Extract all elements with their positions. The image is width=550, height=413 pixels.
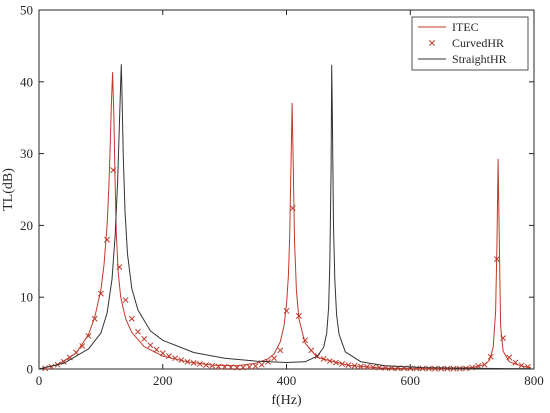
data-point-marker: [184, 358, 191, 365]
series-StraightHR: [40, 64, 531, 370]
data-point-marker: [283, 307, 290, 314]
data-point-marker: [48, 363, 55, 370]
data-point-marker: [351, 362, 358, 369]
data-point-marker: [438, 365, 445, 372]
data-point-marker: [128, 315, 135, 322]
data-point-marker: [110, 167, 117, 174]
legend-label: ITEC: [452, 20, 479, 34]
series-layer: [40, 64, 531, 372]
data-point-marker: [308, 347, 315, 354]
data-point-marker: [203, 362, 210, 369]
x-tick-label: 0: [36, 373, 43, 388]
data-point-marker: [487, 353, 494, 360]
data-point-marker: [141, 335, 148, 342]
y-axis-label: TL(dB): [1, 168, 16, 211]
data-point-marker: [271, 355, 278, 362]
data-point-marker: [240, 364, 247, 371]
x-tick-label: 600: [401, 373, 421, 388]
data-point-marker: [289, 205, 296, 212]
data-point-marker: [425, 365, 432, 372]
data-point-marker: [481, 361, 488, 368]
data-point-marker: [333, 359, 339, 366]
data-point-marker: [444, 365, 451, 372]
x-axis-label: f(Hz): [271, 393, 302, 408]
data-point-marker: [91, 315, 98, 322]
x-tick-label: 400: [277, 373, 297, 388]
data-point-marker: [493, 256, 500, 263]
data-point-marker: [196, 361, 203, 367]
data-point-marker: [178, 357, 185, 363]
data-point-marker: [500, 335, 507, 342]
axes-layer: 0 200 400 600 800 0 10 20 30 40 50: [20, 3, 544, 389]
x-tick-label: 200: [153, 373, 173, 388]
y-tick-label: 20: [20, 218, 33, 233]
data-point-marker: [234, 364, 240, 371]
y-tick-label: 30: [20, 146, 33, 161]
data-point-marker: [302, 337, 309, 344]
data-point-marker: [159, 350, 166, 357]
data-point-marker: [419, 365, 426, 372]
series-line: [40, 64, 531, 370]
data-point-marker: [104, 236, 111, 243]
data-point-marker: [320, 355, 327, 362]
data-point-marker: [79, 343, 86, 349]
data-point-marker: [363, 363, 370, 370]
y-tick-label: 10: [20, 290, 33, 305]
series-line: [40, 72, 531, 370]
data-point-marker: [252, 363, 259, 370]
data-point-marker: [116, 264, 123, 270]
data-point-marker: [209, 362, 216, 369]
data-point-marker: [376, 364, 383, 371]
data-point-marker: [215, 363, 222, 370]
legend: ITEC CurvedHR StraightHR: [411, 16, 529, 71]
legend-swatch: [429, 40, 435, 46]
data-point-marker: [97, 290, 104, 297]
data-point-marker: [42, 365, 49, 372]
legend-label: StraightHR: [452, 52, 507, 66]
data-point-marker: [469, 364, 476, 371]
data-point-marker: [135, 328, 141, 335]
data-point-marker: [450, 365, 457, 372]
data-point-marker: [295, 312, 302, 319]
data-point-marker: [506, 354, 513, 361]
data-point-marker: [221, 363, 228, 370]
data-point-marker: [165, 353, 172, 360]
data-point-marker: [518, 362, 525, 369]
data-point-marker: [172, 355, 179, 362]
series-ITEC: [40, 72, 531, 370]
data-point-marker: [413, 365, 420, 372]
data-point-marker: [258, 361, 265, 368]
legend-label: CurvedHR: [452, 36, 504, 50]
data-point-marker: [85, 333, 92, 339]
data-point-marker: [512, 359, 519, 366]
data-point-marker: [456, 365, 463, 372]
y-tick-label: 50: [20, 3, 33, 18]
data-point-marker: [339, 361, 346, 367]
data-point-marker: [326, 358, 333, 365]
x-tick-label: 800: [524, 373, 544, 388]
data-point-marker: [370, 364, 377, 371]
y-tick-label: 0: [27, 362, 34, 377]
data-point-marker: [190, 359, 197, 366]
y-tick-label: 40: [20, 74, 33, 89]
data-point-marker: [147, 342, 154, 349]
data-point-marker: [357, 363, 364, 370]
data-point-marker: [277, 347, 284, 354]
data-point-marker: [227, 364, 234, 371]
data-point-marker: [122, 297, 129, 304]
data-point-marker: [153, 346, 160, 353]
data-point-marker: [73, 349, 80, 356]
data-point-marker: [345, 362, 352, 369]
data-point-marker: [246, 363, 253, 370]
data-point-marker: [432, 365, 438, 372]
